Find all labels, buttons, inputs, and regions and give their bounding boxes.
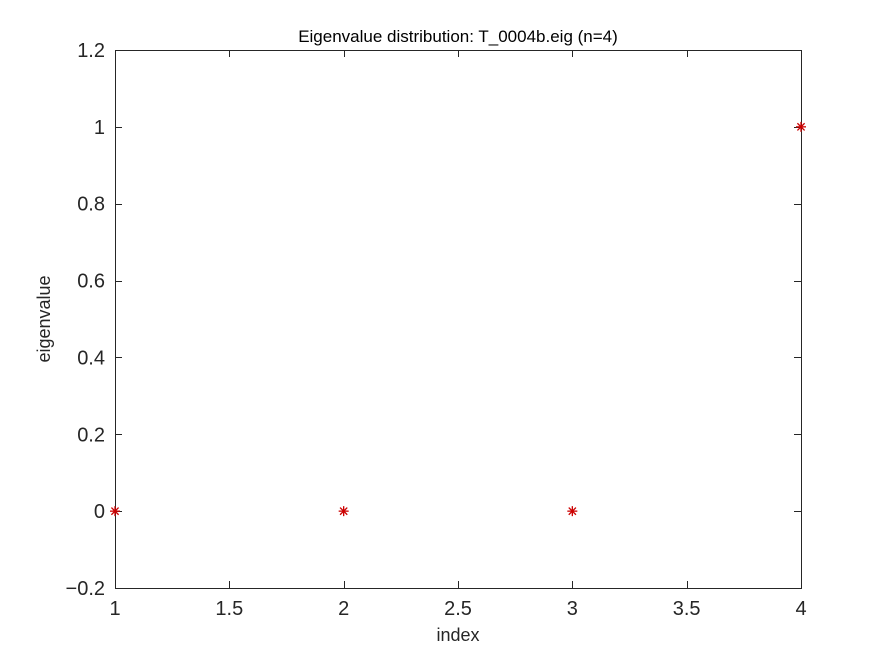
x-tick-label: 1.5 (215, 598, 243, 620)
axes-box (115, 50, 802, 589)
x-tick-label: 3 (567, 598, 578, 620)
y-axis-label: eigenvalue (34, 275, 54, 362)
x-tick-label: 2.5 (444, 598, 472, 620)
plot-area (115, 50, 801, 588)
y-tick-label: 1 (94, 117, 105, 139)
x-axis-label: index (436, 625, 479, 645)
x-tick-label: 4 (795, 598, 806, 620)
chart-title: Eigenvalue distribution: T_0004b.eig (n=… (298, 27, 618, 46)
y-tick-label: 0 (94, 501, 105, 523)
data-points (110, 121, 806, 517)
data-point-marker (796, 121, 806, 132)
data-point-marker (110, 506, 120, 517)
y-tick-label: 0.8 (77, 194, 105, 216)
x-tick-label: 2 (338, 598, 349, 620)
x-tick-label: 3.5 (673, 598, 701, 620)
data-point-marker (567, 506, 578, 517)
data-point-marker (338, 506, 349, 517)
y-tick-label: 0.4 (77, 347, 105, 369)
x-tick-label: 1 (109, 598, 120, 620)
y-tick-label: 0.6 (77, 271, 105, 293)
y-axis-ticks: −0.2 0 0.2 0.4 0.6 0.8 1 1.2 (66, 40, 801, 600)
y-tick-label: −0.2 (66, 578, 105, 600)
y-tick-label: 0.2 (77, 424, 105, 446)
y-tick-label: 1.2 (77, 40, 105, 62)
